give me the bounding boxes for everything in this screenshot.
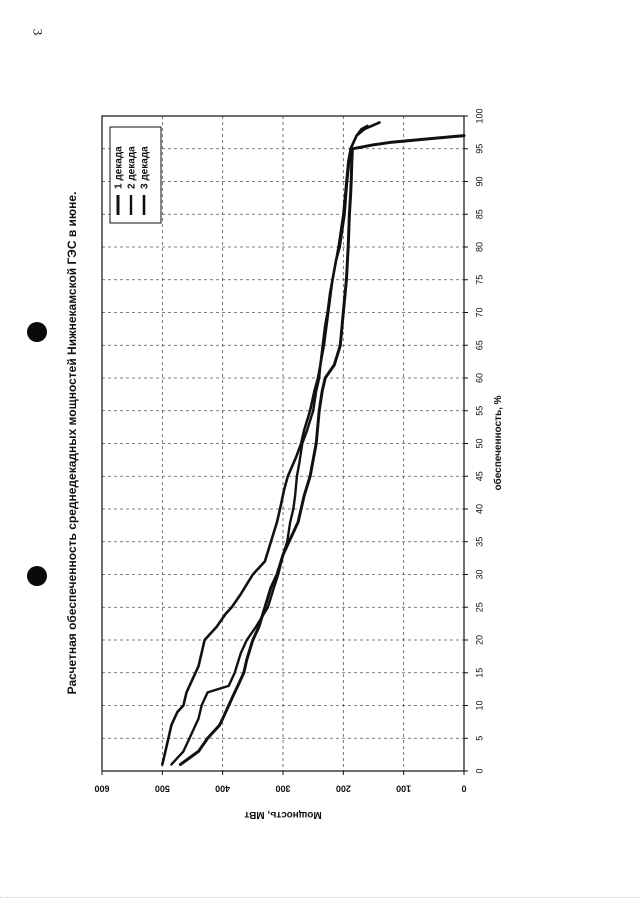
x-tick-label-13: 65 (474, 340, 484, 350)
x-axis-label: обеспеченность, % (492, 395, 504, 490)
x-tick-label-14: 70 (474, 307, 484, 317)
x-tick-label-18: 90 (474, 176, 484, 186)
legend-label-3: 3 декада (140, 146, 151, 189)
x-tick-label-11: 55 (474, 406, 484, 416)
y-tick-label-2: 200 (336, 784, 351, 794)
y-tick-label-1: 100 (396, 784, 411, 794)
legend: 1 декада 2 декада 3 декада (109, 126, 162, 224)
y-tick-label-6: 600 (94, 784, 109, 794)
y-tick-label-4: 400 (215, 784, 230, 794)
series-line-2 (170, 124, 369, 766)
x-tick-label-2: 10 (474, 700, 484, 710)
y-axis-label: Мощность, МВт (244, 809, 321, 820)
y-tick-label-3: 300 (275, 784, 290, 794)
series-layer (161, 121, 466, 766)
x-tick-label-17: 85 (474, 209, 484, 219)
x-tick-label-0: 0 (474, 768, 484, 773)
x-tick-label-6: 30 (474, 569, 484, 579)
x-tick-label-8: 40 (474, 504, 484, 514)
y-tick-labels: 0 100 200 300 400 500 600 (94, 771, 467, 794)
x-tick-label-19: 95 (474, 144, 484, 154)
chart-title: Расчетная обеспеченность среднедекадных … (65, 192, 79, 695)
x-tick-label-7: 35 (474, 537, 484, 547)
x-tick-labels: 0 5 10 15 20 25 30 35 40 45 50 55 60 65 70 75 80 85 90 95 10… (464, 108, 484, 774)
x-tick-label-5: 25 (474, 602, 484, 612)
x-tick-label-16: 80 (474, 242, 484, 252)
x-tick-label-12: 60 (474, 373, 484, 383)
series-line-3 (161, 121, 381, 766)
punch-hole-bottom (27, 566, 47, 586)
x-tick-label-4: 20 (474, 635, 484, 645)
x-tick-label-1: 5 (474, 736, 484, 741)
legend-label-2: 2 декада (127, 146, 138, 189)
x-tick-label-9: 45 (474, 471, 484, 481)
y-tick-label-0: 0 (461, 784, 466, 794)
scan-noise (0, 897, 640, 899)
series-line-1 (178, 134, 466, 766)
x-tick-label-10: 50 (474, 438, 484, 448)
punch-hole-top (27, 322, 47, 342)
y-tick-label-5: 500 (155, 784, 170, 794)
x-tick-label-20: 100 (474, 108, 484, 123)
legend-label-1: 1 декада (114, 146, 125, 189)
x-tick-label-3: 15 (474, 668, 484, 678)
x-tick-label-15: 75 (474, 275, 484, 285)
